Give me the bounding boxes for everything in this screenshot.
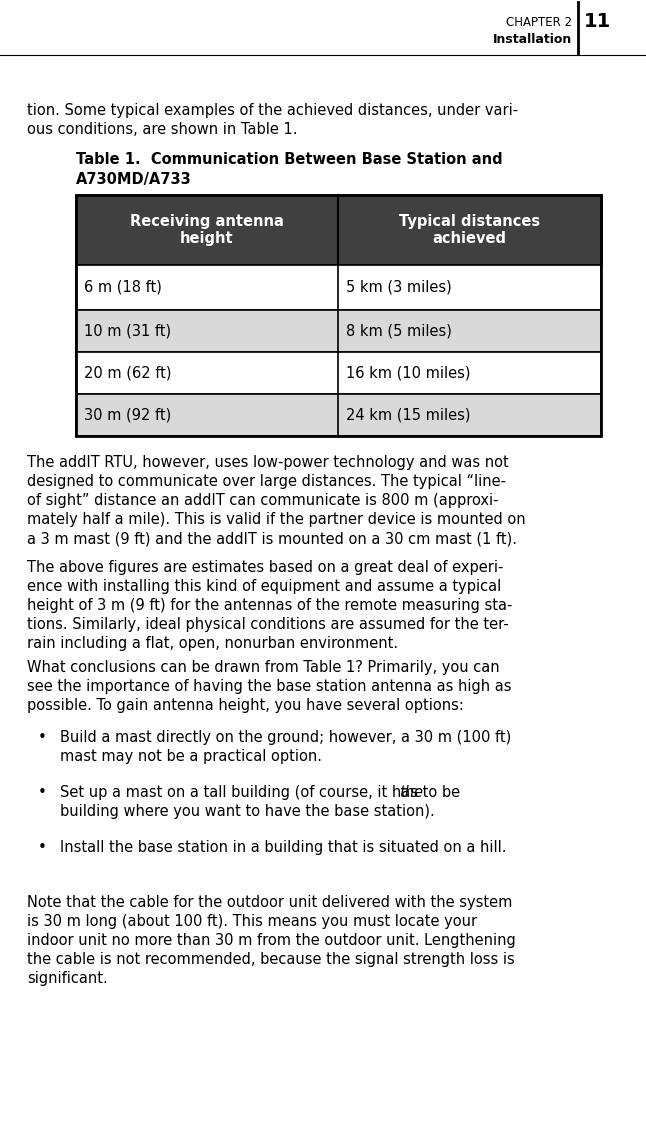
Text: 10 m (31 ft): 10 m (31 ft) — [84, 323, 171, 338]
Bar — [76, 195, 601, 436]
Text: see the importance of having the base station antenna as high as: see the importance of having the base st… — [27, 679, 512, 694]
Text: Note that the cable for the outdoor unit delivered with the system: Note that the cable for the outdoor unit… — [27, 895, 512, 910]
Text: What conclusions can be drawn from Table 1? Primarily, you can: What conclusions can be drawn from Table… — [27, 660, 499, 674]
Text: tion. Some typical examples of the achieved distances, under vari-: tion. Some typical examples of the achie… — [27, 103, 518, 118]
Bar — [76, 352, 601, 395]
Text: tions. Similarly, ideal physical conditions are assumed for the ter-: tions. Similarly, ideal physical conditi… — [27, 617, 509, 632]
Text: the: the — [399, 785, 423, 799]
Text: ous conditions, are shown in Table 1.: ous conditions, are shown in Table 1. — [27, 122, 298, 136]
Bar — [76, 310, 601, 352]
Text: The addIT RTU, however, uses low-power technology and was not: The addIT RTU, however, uses low-power t… — [27, 455, 509, 470]
Text: •: • — [38, 840, 47, 855]
Text: is 30 m long (about 100 ft). This means you must locate your: is 30 m long (about 100 ft). This means … — [27, 914, 477, 929]
Text: CHAPTER 2: CHAPTER 2 — [506, 16, 572, 29]
Text: mately half a mile). This is valid if the partner device is mounted on: mately half a mile). This is valid if th… — [27, 512, 526, 526]
Bar — [76, 195, 601, 265]
Text: ence with installing this kind of equipment and assume a typical: ence with installing this kind of equipm… — [27, 579, 501, 594]
Text: 24 km (15 miles): 24 km (15 miles) — [346, 407, 470, 422]
Bar — [76, 395, 601, 436]
Text: Set up a mast on a tall building (of course, it has to be: Set up a mast on a tall building (of cou… — [60, 785, 464, 799]
Text: Build a mast directly on the ground; however, a 30 m (100 ft): Build a mast directly on the ground; how… — [60, 729, 511, 746]
Text: The above figures are estimates based on a great deal of experi-: The above figures are estimates based on… — [27, 560, 503, 575]
Text: A730MD/A733: A730MD/A733 — [76, 172, 192, 187]
Text: 11: 11 — [584, 11, 611, 31]
Text: the cable is not recommended, because the signal strength loss is: the cable is not recommended, because th… — [27, 952, 515, 967]
Text: •: • — [38, 785, 47, 799]
Text: Install the base station in a building that is situated on a hill.: Install the base station in a building t… — [60, 840, 506, 855]
Text: 5 km (3 miles): 5 km (3 miles) — [346, 280, 452, 295]
Text: 6 m (18 ft): 6 m (18 ft) — [84, 280, 162, 295]
Text: Typical distances
achieved: Typical distances achieved — [399, 213, 540, 247]
Text: possible. To gain antenna height, you have several options:: possible. To gain antenna height, you ha… — [27, 699, 464, 713]
Text: 8 km (5 miles): 8 km (5 miles) — [346, 323, 452, 338]
Text: Receiving antenna
height: Receiving antenna height — [130, 213, 284, 247]
Text: of sight” distance an addIT can communicate is 800 m (approxi-: of sight” distance an addIT can communic… — [27, 493, 499, 508]
Text: 30 m (92 ft): 30 m (92 ft) — [84, 407, 171, 422]
Text: significant.: significant. — [27, 972, 108, 986]
Bar — [76, 265, 601, 310]
Text: a 3 m mast (9 ft) and the addIT is mounted on a 30 cm mast (1 ft).: a 3 m mast (9 ft) and the addIT is mount… — [27, 531, 517, 546]
Text: building where you want to have the base station).: building where you want to have the base… — [60, 804, 435, 819]
Text: •: • — [38, 729, 47, 746]
Text: height of 3 m (9 ft) for the antennas of the remote measuring sta-: height of 3 m (9 ft) for the antennas of… — [27, 598, 512, 612]
Text: designed to communicate over large distances. The typical “line-: designed to communicate over large dista… — [27, 474, 506, 489]
Text: Installation: Installation — [493, 33, 572, 46]
Text: 16 km (10 miles): 16 km (10 miles) — [346, 366, 470, 381]
Text: mast may not be a practical option.: mast may not be a practical option. — [60, 749, 322, 764]
Text: Table 1.  Communication Between Base Station and: Table 1. Communication Between Base Stat… — [76, 153, 503, 167]
Text: indoor unit no more than 30 m from the outdoor unit. Lengthening: indoor unit no more than 30 m from the o… — [27, 933, 516, 949]
Text: 20 m (62 ft): 20 m (62 ft) — [84, 366, 171, 381]
Text: rain including a flat, open, nonurban environment.: rain including a flat, open, nonurban en… — [27, 635, 398, 651]
